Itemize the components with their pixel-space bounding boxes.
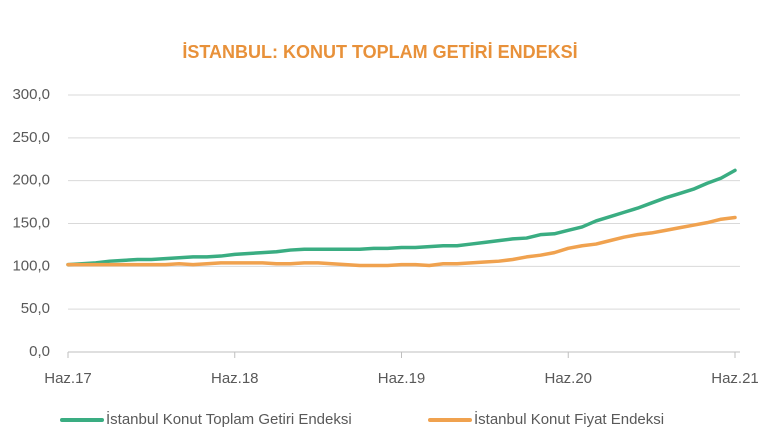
y-tick-label: 0,0 bbox=[29, 343, 50, 360]
series-line bbox=[66, 168, 737, 267]
series-line bbox=[66, 215, 737, 268]
x-tick-label: Haz.20 bbox=[544, 370, 592, 387]
y-tick-label: 200,0 bbox=[12, 172, 50, 189]
y-tick-label: 50,0 bbox=[21, 300, 50, 317]
y-tick-label: 100,0 bbox=[12, 257, 50, 274]
y-tick-label: 300,0 bbox=[12, 86, 50, 103]
legend-label: İstanbul Konut Toplam Getiri Endeksi bbox=[106, 410, 352, 428]
x-tick-label: Haz.19 bbox=[378, 370, 426, 387]
x-tick-label: Haz.18 bbox=[211, 370, 259, 387]
chart-title: İSTANBUL: KONUT TOPLAM GETİRİ ENDEKSİ bbox=[182, 42, 577, 62]
y-tick-label: 250,0 bbox=[12, 129, 50, 146]
y-tick-label: 150,0 bbox=[12, 214, 50, 231]
legend-label: İstanbul Konut Fiyat Endeksi bbox=[474, 410, 664, 428]
x-tick-label: Haz.17 bbox=[44, 370, 92, 387]
x-tick-label: Haz.21 bbox=[711, 370, 759, 387]
